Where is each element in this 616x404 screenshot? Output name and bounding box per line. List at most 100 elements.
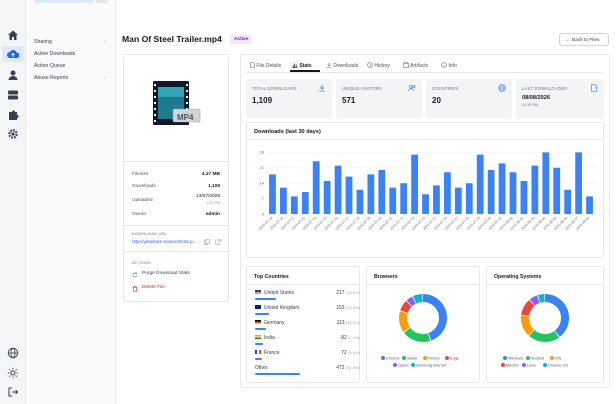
legend-swatch bbox=[411, 363, 415, 367]
bar[interactable] bbox=[280, 187, 287, 214]
tab-file-details[interactable]: File Details bbox=[250, 62, 281, 69]
sidebar-partial-item[interactable] bbox=[34, 0, 94, 3]
home-icon[interactable] bbox=[7, 29, 19, 41]
tab-artifacts[interactable]: Artifacts bbox=[403, 62, 428, 69]
meta-downloads-label: Downloads bbox=[132, 184, 156, 189]
file-info-card: MP4 Filesize 4.27 MB Downloads 1,109 Upl… bbox=[123, 54, 229, 302]
y-tick-label: 21 bbox=[260, 165, 265, 170]
country-name: France bbox=[264, 350, 280, 356]
bar[interactable] bbox=[498, 163, 506, 214]
back-to-files-button[interactable]: ← Back to Files bbox=[559, 33, 609, 46]
user-icon[interactable] bbox=[7, 69, 19, 81]
download-url-link[interactable]: http://yetishare-screenshots-p... bbox=[132, 239, 197, 244]
info-icon bbox=[441, 62, 447, 68]
arrow-left-icon: ← bbox=[565, 37, 570, 43]
delete-file-button[interactable]: Delete File bbox=[132, 285, 222, 293]
mp4-file-icon bbox=[153, 81, 201, 125]
donut-slice[interactable] bbox=[399, 294, 447, 342]
sidebar-item-abuse-reports[interactable]: Abuse Reports bbox=[34, 75, 69, 81]
puzzle-icon[interactable] bbox=[7, 109, 19, 121]
bar[interactable] bbox=[487, 170, 495, 214]
downloads-chart-card: Downloads (last 30 days) 0 7 14 21 28 2026-07… bbox=[246, 122, 604, 258]
delete-label: Delete File bbox=[142, 285, 165, 290]
legend-entry: Chrome OS bbox=[543, 363, 568, 368]
bar[interactable] bbox=[345, 176, 353, 214]
divider bbox=[124, 251, 228, 252]
bar[interactable] bbox=[323, 181, 331, 214]
donut-slice[interactable] bbox=[521, 294, 569, 342]
sun-icon[interactable] bbox=[7, 367, 19, 379]
bar[interactable] bbox=[531, 165, 539, 214]
bar[interactable] bbox=[269, 174, 276, 214]
server-icon[interactable] bbox=[7, 89, 19, 101]
country-row: Germany 113 (10.2%) bbox=[255, 320, 360, 334]
country-count: 72 (6.5%) bbox=[341, 350, 360, 356]
file-type-label: MP4 bbox=[177, 113, 194, 122]
bar[interactable] bbox=[465, 183, 473, 214]
bar[interactable] bbox=[433, 185, 440, 214]
browsers-donut-chart bbox=[399, 294, 447, 342]
bar[interactable] bbox=[334, 165, 342, 214]
donut-slice[interactable] bbox=[521, 294, 569, 342]
gear-icon[interactable] bbox=[7, 128, 19, 140]
kpi-last-downloaded: LAST DOWNLOADED 08/08/2026 11:33 PM bbox=[516, 79, 604, 119]
bar[interactable] bbox=[422, 194, 429, 214]
browsers-title: Browsers bbox=[374, 274, 398, 280]
bar[interactable] bbox=[356, 189, 364, 214]
legend-entry: Samsung Internet bbox=[411, 363, 446, 368]
sidebar-item-active-downloads[interactable]: Active Downloads bbox=[34, 51, 76, 57]
bar[interactable] bbox=[586, 196, 593, 214]
donut-slice[interactable] bbox=[399, 294, 447, 342]
kpi-value: 1,109 bbox=[252, 96, 273, 105]
country-count: 153 (13.8%) bbox=[336, 305, 360, 311]
tab-downloads[interactable]: Downloads bbox=[326, 62, 358, 69]
legend-swatch bbox=[550, 356, 554, 360]
legend-entry: Linux bbox=[522, 363, 536, 368]
external-link-icon[interactable] bbox=[215, 239, 221, 245]
kpi-countries: COUNTRIES 20 bbox=[426, 79, 512, 119]
bar[interactable] bbox=[564, 189, 572, 214]
tab-info[interactable]: Info bbox=[441, 62, 457, 69]
bar[interactable] bbox=[476, 154, 484, 214]
legend-swatch bbox=[503, 356, 507, 360]
bar[interactable] bbox=[575, 152, 582, 214]
bar[interactable] bbox=[389, 187, 397, 214]
bar[interactable] bbox=[520, 181, 528, 214]
logout-icon[interactable] bbox=[7, 386, 19, 398]
main-content: Man Of Steel Trailer.mp4 Active ← Back t… bbox=[116, 0, 616, 404]
refresh-icon bbox=[132, 271, 138, 277]
os-donut-chart bbox=[521, 294, 569, 342]
bar[interactable] bbox=[454, 187, 462, 214]
bar[interactable] bbox=[400, 183, 408, 214]
bar[interactable] bbox=[444, 172, 451, 214]
country-name: United States bbox=[264, 290, 295, 296]
meta-downloads-value: 1,109 bbox=[207, 184, 220, 189]
bar[interactable] bbox=[542, 152, 550, 214]
copy-icon[interactable] bbox=[204, 239, 210, 245]
globe-icon[interactable] bbox=[7, 347, 19, 359]
bar[interactable] bbox=[290, 196, 298, 214]
kpi-unique-visitors: UNIQUE VISITORS 571 bbox=[336, 79, 422, 119]
bar[interactable] bbox=[301, 192, 309, 214]
bar[interactable] bbox=[509, 172, 517, 214]
bar[interactable] bbox=[312, 161, 320, 214]
legend-swatch bbox=[381, 356, 385, 360]
sidebar-item-action-queue[interactable]: Action Queue bbox=[34, 63, 66, 69]
cloud-upload-icon[interactable] bbox=[7, 48, 19, 60]
legend-entry: Opera bbox=[393, 363, 409, 368]
back-label: Back to Files bbox=[572, 37, 600, 43]
flag-icon bbox=[255, 350, 261, 354]
purge-stats-button[interactable]: Purge Download Stats bbox=[132, 271, 222, 279]
bar[interactable] bbox=[378, 170, 386, 214]
bar[interactable] bbox=[367, 174, 375, 214]
download-url-label: DOWNLOAD URL bbox=[132, 231, 168, 236]
flag-icon bbox=[255, 335, 261, 339]
tab-history[interactable]: History bbox=[367, 62, 390, 69]
sidebar-item-sharing[interactable]: Sharing bbox=[34, 39, 52, 45]
tab-stats[interactable]: Stats bbox=[292, 62, 312, 69]
donut-slice[interactable] bbox=[399, 294, 447, 342]
bar[interactable] bbox=[411, 154, 418, 214]
bar[interactable] bbox=[553, 167, 561, 214]
donut-slice[interactable] bbox=[521, 294, 569, 342]
legend-swatch bbox=[501, 363, 505, 367]
